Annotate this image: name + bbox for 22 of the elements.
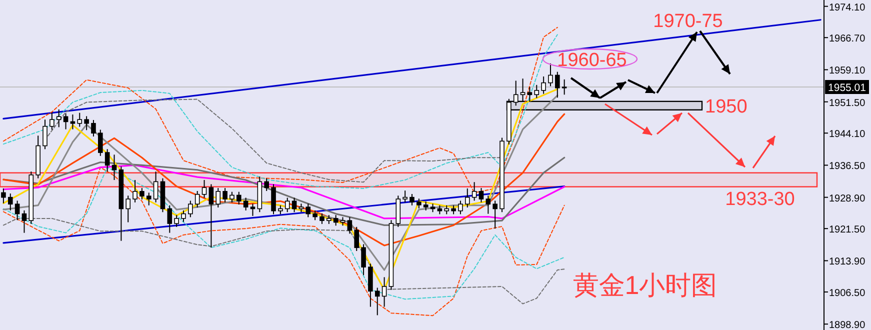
band: 1950 [506, 96, 748, 118]
line-series [2, 164, 566, 220]
band: 1933-30 [0, 172, 818, 210]
y-tick-label: 1959.10 [829, 66, 866, 77]
y-tick-label: 1944.10 [829, 129, 866, 140]
annotation: 1960-65 [557, 50, 627, 71]
band-label: 1950 [705, 96, 748, 118]
y-tick-label: 1928.90 [829, 193, 866, 204]
text: 黄金1小时图 [572, 270, 718, 300]
annotation: 1970-75 [653, 11, 723, 32]
y-tick-label: 1921.50 [829, 224, 866, 236]
y-tick-label: 1951.50 [829, 98, 866, 109]
y-tick-label: 1974.10 [829, 2, 866, 14]
y-tick-label: 1913.90 [829, 256, 866, 268]
y-tick-label: 1936.50 [829, 161, 866, 172]
line-series [2, 113, 566, 246]
y-tick-label: 1898.90 [829, 320, 866, 330]
y-tick-label: 1906.50 [829, 288, 866, 299]
band-label: 1933-30 [725, 188, 795, 210]
ref-line-label: 1955.01 [828, 82, 866, 94]
y-tick-label: 1966.70 [829, 34, 866, 45]
line-series [2, 218, 565, 304]
